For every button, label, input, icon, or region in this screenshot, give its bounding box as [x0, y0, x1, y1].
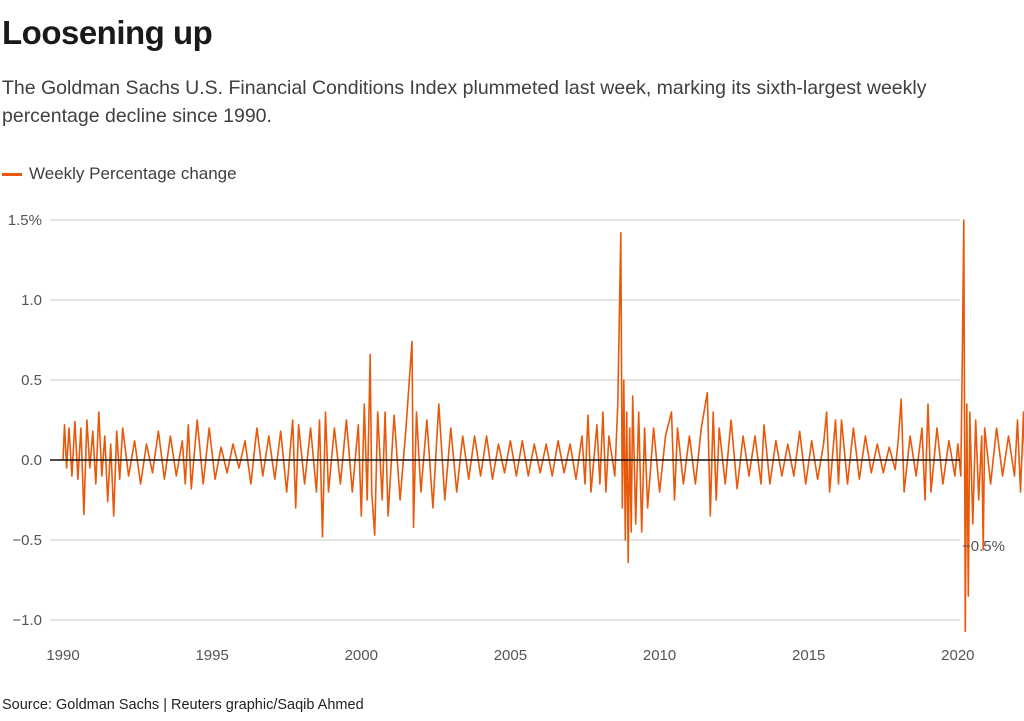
y-tick-label: −0.5 — [12, 532, 42, 549]
x-tick-label: 2020 — [941, 647, 974, 664]
y-tick-label: −1.0 — [12, 612, 42, 629]
end-value-annotation: −0.5% — [962, 538, 1005, 555]
series-line — [62, 219, 1024, 632]
x-tick-label: 2005 — [494, 647, 527, 664]
x-tick-label: 2015 — [792, 647, 825, 664]
gridlines — [50, 219, 960, 621]
legend-label: Weekly Percentage change — [29, 164, 237, 183]
source-footer: Source: Goldman Sachs | Reuters graphic/… — [2, 697, 364, 713]
x-tick-label: 1995 — [195, 647, 228, 664]
x-tick-label: 1990 — [46, 647, 79, 664]
y-tick-label: 1.5% — [8, 212, 42, 229]
x-tick-label: 2010 — [643, 647, 676, 664]
series-layer — [62, 219, 1024, 632]
chart-title: Loosening up — [2, 14, 213, 51]
chart-subtitle: The Goldman Sachs U.S. Financial Conditi… — [2, 77, 927, 127]
y-axis-ticks: 1.5% 1.0 0.5 0.0 −0.5 −1.0 — [8, 212, 42, 629]
y-tick-label: 1.0 — [21, 292, 42, 309]
line-chart: 1.5% 1.0 0.5 0.0 −0.5 −1.0 1990 1995 2000 2005 20… — [8, 212, 1024, 664]
y-tick-label: 0.0 — [21, 452, 42, 469]
x-axis-ticks: 1990 1995 2000 2005 2010 2015 2020 — [46, 647, 974, 664]
y-tick-label: 0.5 — [21, 372, 42, 389]
annotation-layer: −0.5% — [962, 538, 1005, 555]
x-tick-label: 2000 — [345, 647, 378, 664]
legend: Weekly Percentage change — [2, 162, 237, 186]
legend-swatch — [2, 172, 22, 176]
